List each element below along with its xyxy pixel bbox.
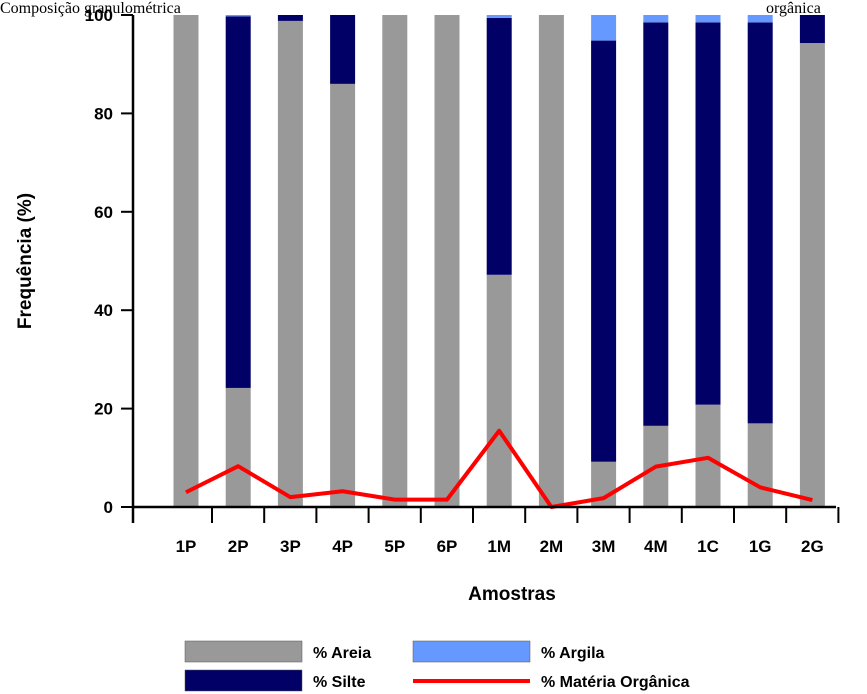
- x-tick-label-2M: 2M: [540, 537, 564, 556]
- x-axis-title: Amostras: [468, 584, 556, 605]
- bar-1M-areia: [486, 274, 512, 507]
- caption-right: orgânica: [766, 0, 821, 17]
- y-tick-label-0: 0: [104, 498, 113, 517]
- x-ticks: 1P 2P 3P 4P 5P 6P 1M 2M 3M 4M 1C 1G 2G: [176, 507, 840, 556]
- bar-4M-argila: [643, 15, 669, 23]
- bar-1G-silte: [747, 22, 773, 424]
- bar-1M-silte: [486, 17, 512, 275]
- bar-4P-silte: [330, 15, 356, 84]
- legend-swatch-argila: [412, 640, 531, 663]
- bar-group: [173, 15, 825, 508]
- x-tick-label-6P: 6P: [437, 537, 458, 556]
- bar-2P-silte: [225, 16, 251, 388]
- x-tick-label-1P: 1P: [176, 537, 197, 556]
- legend-label-matriaorgnica: % Matéria Orgânica: [541, 674, 690, 691]
- bar-1M-argila: [486, 15, 512, 18]
- x-tick-label-4P: 4P: [332, 537, 353, 556]
- bar-2M-areia: [538, 15, 564, 507]
- bar-2G-silte: [799, 15, 825, 44]
- line-layer: [185, 428, 813, 509]
- y-tick-label-80: 80: [94, 104, 113, 123]
- legend-label-silte: % Silte: [313, 674, 366, 691]
- x-tick-label-1M: 1M: [487, 537, 511, 556]
- bar-4M-silte: [643, 22, 669, 426]
- bar-3P-silte: [277, 15, 303, 21]
- y-tick-label-100: 100: [85, 6, 113, 25]
- bar-1G-argila: [747, 15, 773, 23]
- bar-2P-areia: [225, 387, 251, 507]
- bar-1P-areia: [173, 15, 199, 507]
- y-tick-label-60: 60: [94, 203, 113, 222]
- bar-1G-areia: [747, 423, 773, 507]
- x-tick-label-3P: 3P: [280, 537, 301, 556]
- bar-5P-areia: [382, 15, 408, 507]
- x-tick-label-3M: 3M: [592, 537, 616, 556]
- bar-1C-silte: [695, 22, 721, 405]
- legend-swatch-silte: [184, 669, 303, 692]
- x-tick-label-5P: 5P: [384, 537, 405, 556]
- bar-6P-areia: [434, 15, 460, 507]
- legend: % Areia % Argila % Silte % Matéria Orgânica: [184, 640, 690, 692]
- y-axis-title: Frequência (%): [15, 193, 36, 329]
- x-tick-label-2P: 2P: [228, 537, 249, 556]
- y-tick-label-40: 40: [94, 301, 113, 320]
- bar-3M-silte: [591, 40, 617, 462]
- x-tick-label-2G: 2G: [801, 537, 824, 556]
- y-ticks: 0 20 40 60 80 100: [85, 6, 133, 517]
- caption-left: Composição granulométrica: [0, 0, 181, 17]
- bar-2P-argila: [225, 15, 251, 17]
- x-tick-label-4M: 4M: [644, 537, 668, 556]
- bar-4P-areia: [330, 83, 356, 507]
- legend-label-areia: % Areia: [313, 645, 371, 662]
- bar-3M-argila: [591, 15, 617, 41]
- y-tick-label-20: 20: [94, 400, 113, 419]
- legend-swatch-areia: [184, 640, 303, 663]
- bar-2G-areia: [799, 43, 825, 507]
- bar-3P-areia: [277, 20, 303, 508]
- bar-1C-argila: [695, 15, 721, 23]
- x-tick-label-1C: 1C: [697, 537, 719, 556]
- x-tick-label-1G: 1G: [749, 537, 772, 556]
- legend-label-argila: % Argila: [541, 645, 605, 662]
- line-materia-organica: [185, 428, 813, 509]
